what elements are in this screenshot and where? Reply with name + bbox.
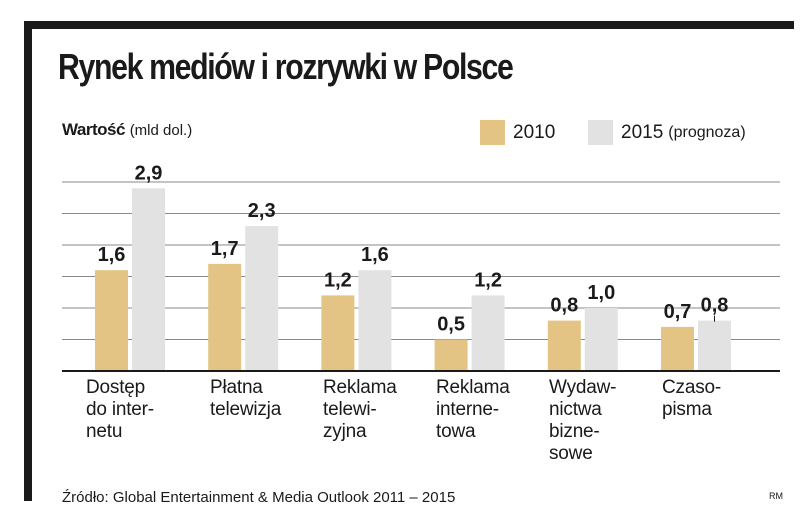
bar-2015-3 bbox=[358, 270, 392, 371]
bar-2015-5 bbox=[584, 308, 618, 371]
category-label-3: Reklama telewi- zyjna bbox=[323, 377, 397, 442]
legend-suffix-2015: (prognoza) bbox=[668, 123, 746, 141]
bar-2010-6 bbox=[661, 326, 694, 371]
bar-2010-4 bbox=[434, 339, 468, 371]
data-label-2010-2: 1,7 bbox=[211, 238, 239, 260]
legend-label-2015: 2015 bbox=[621, 121, 664, 143]
data-label-2015-3: 1,6 bbox=[361, 244, 389, 266]
bar-2010-3 bbox=[321, 295, 355, 371]
data-label-2010-6: 0,7 bbox=[664, 301, 692, 323]
category-label-4: Reklama interne- towa bbox=[436, 377, 510, 442]
legend-item-2015: 2015 (prognoza) bbox=[588, 120, 746, 145]
frame-top-bar bbox=[24, 21, 794, 29]
legend-item-2010: 2010 bbox=[480, 120, 555, 145]
category-label-2: Płatna telewizja bbox=[210, 377, 282, 420]
bar-2015-6 bbox=[698, 320, 731, 371]
bar-2015-1 bbox=[132, 188, 165, 371]
data-label-2010-4: 0,5 bbox=[437, 314, 465, 336]
category-label-1: Dostęp do inter- netu bbox=[86, 377, 154, 442]
data-label-2010-1: 1,6 bbox=[98, 244, 126, 266]
bar-2010-5 bbox=[547, 320, 581, 371]
data-label-2015-6: 0,8 bbox=[701, 295, 729, 317]
author-credit: RM bbox=[769, 491, 783, 501]
data-label-2015-5: 1,0 bbox=[587, 282, 615, 304]
data-label-2015-1: 2,9 bbox=[135, 162, 163, 184]
frame-left-bar bbox=[24, 21, 32, 501]
bar-2015-4 bbox=[471, 295, 505, 371]
data-label-2010-5: 0,8 bbox=[550, 295, 578, 317]
bar-2010-1 bbox=[95, 270, 128, 371]
y-axis-label-bold: Wartość bbox=[62, 120, 125, 139]
chart-title: Rynek mediów i rozrywki w Polsce bbox=[58, 46, 514, 87]
category-label-6: Czaso- pisma bbox=[662, 377, 721, 420]
source-note: Źródło: Global Entertainment & Media Out… bbox=[62, 489, 456, 506]
legend-swatch-2015 bbox=[588, 120, 613, 145]
legend-swatch-2010 bbox=[480, 120, 505, 145]
data-label-2015-4: 1,2 bbox=[474, 269, 502, 291]
y-axis-label: Wartość (mld dol.) bbox=[62, 120, 192, 140]
legend-label-2010: 2010 bbox=[513, 121, 556, 143]
bar-2010-2 bbox=[208, 263, 242, 371]
category-label-5: Wydaw- nictwa bizne- sowe bbox=[549, 377, 617, 464]
bar-2015-2 bbox=[245, 226, 279, 371]
data-label-2015-2: 2,3 bbox=[248, 200, 276, 222]
y-axis-label-unit: (mld dol.) bbox=[129, 122, 193, 139]
data-label-2010-3: 1,2 bbox=[324, 269, 352, 291]
